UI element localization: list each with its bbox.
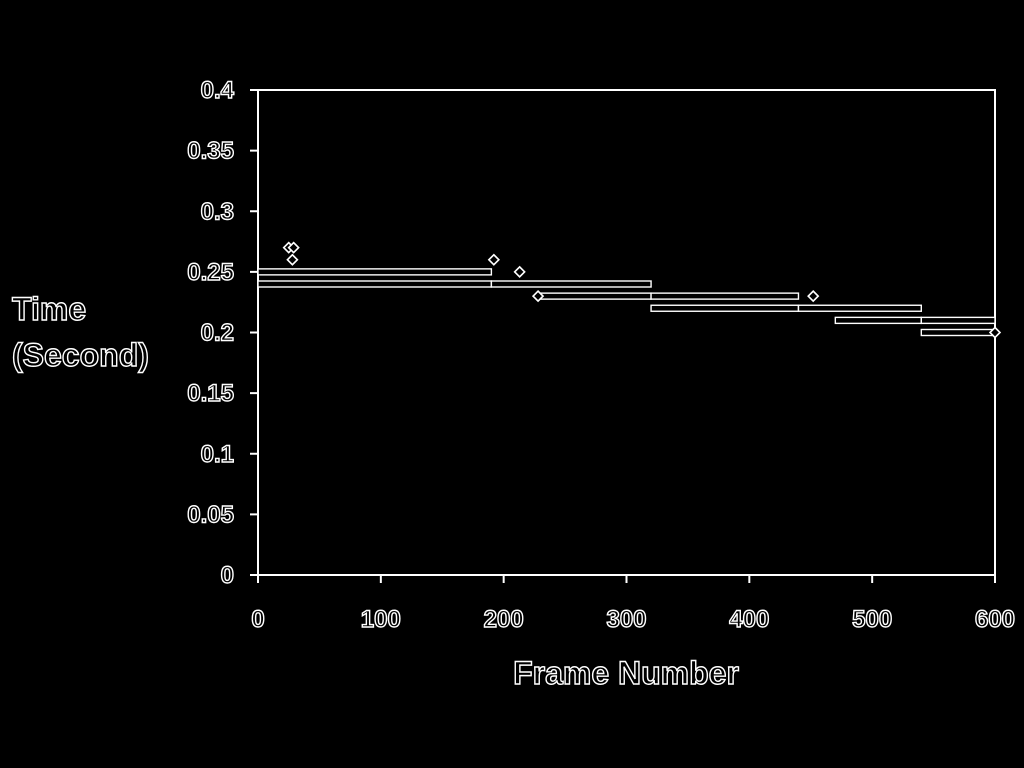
data-segment: [797, 304, 923, 312]
data-segment: [539, 292, 652, 300]
y-tick-label: 0.35: [187, 138, 234, 165]
x-tick-label: 300: [606, 606, 646, 633]
data-point: [513, 265, 526, 279]
y-tick-label: 0.1: [201, 441, 234, 468]
y-tick-label: 0.2: [201, 320, 234, 347]
y-tick-label: 0.3: [201, 198, 234, 225]
x-tick-label: 0: [251, 606, 264, 633]
data-segment: [257, 268, 493, 276]
data-segment: [834, 316, 922, 325]
data-segment: [650, 292, 800, 300]
y-axis: 0 0.05 0.1 0.15 0.2 0.25 0.3 0.35 0.4: [187, 76, 258, 590]
plot-frame: [257, 89, 996, 576]
data-segment: [490, 280, 652, 288]
y-axis-label-line-2: (Second): [12, 337, 149, 373]
x-tick-label: 600: [975, 606, 1015, 633]
data-point: [287, 241, 300, 254]
data-marks: [257, 241, 1002, 339]
data-point: [988, 326, 1002, 339]
x-axis-label: Frame Number: [513, 655, 739, 691]
y-axis-label-line-1: Time: [12, 291, 86, 327]
data-segment: [257, 280, 493, 288]
data-point: [531, 289, 545, 303]
x-tick-label: 400: [729, 606, 769, 633]
y-tick-label: 0: [221, 562, 234, 589]
data-point: [286, 253, 299, 266]
data-segment: [650, 304, 800, 312]
x-tick-label: 100: [361, 606, 401, 633]
data-segment: [920, 316, 996, 325]
y-tick-label: 0.4: [201, 77, 235, 104]
x-tick-label: 200: [484, 606, 524, 633]
data-segment: [920, 328, 996, 337]
data-point: [487, 253, 500, 266]
x-tick-label: 500: [852, 606, 892, 633]
y-tick-label: 0.25: [187, 259, 234, 286]
x-axis: 0 100 200 300 400 500 600: [251, 575, 1016, 634]
y-tick-label: 0.05: [187, 501, 234, 528]
y-tick-label: 0.15: [187, 380, 234, 407]
data-point: [807, 289, 820, 303]
